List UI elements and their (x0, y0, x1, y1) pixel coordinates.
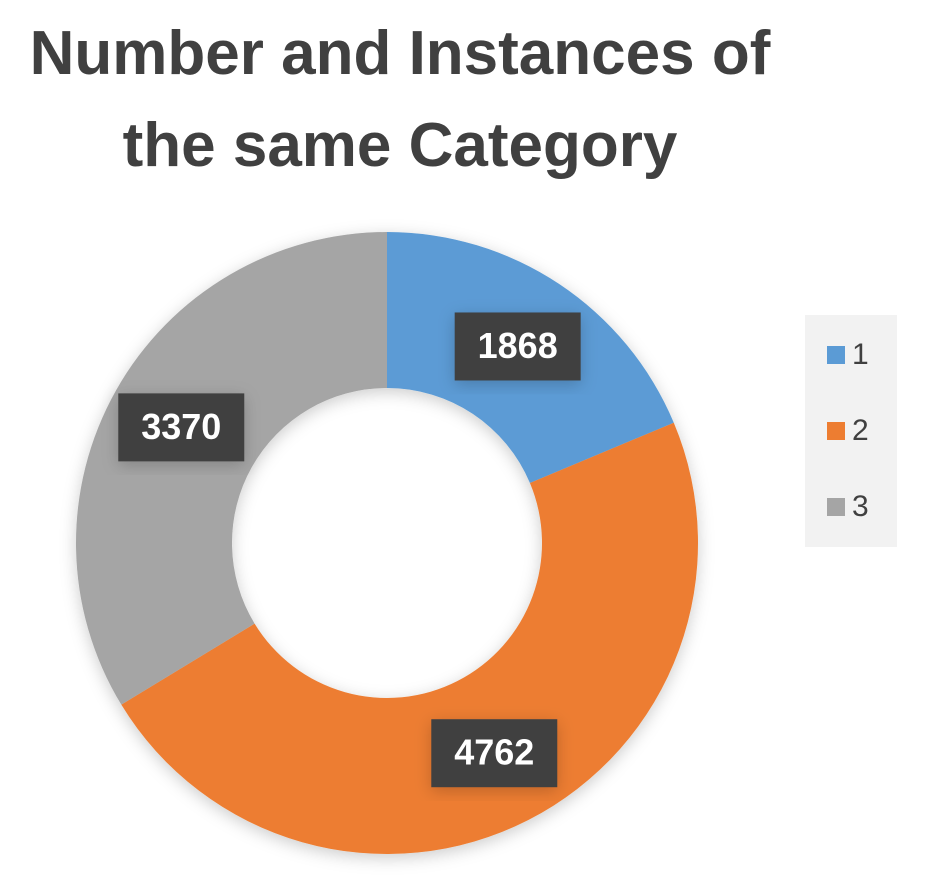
legend-swatch (827, 422, 845, 440)
data-label: 3370 (141, 406, 221, 447)
data-label: 4762 (454, 732, 534, 773)
legend-label: 3 (852, 490, 869, 523)
legend-swatch (827, 498, 845, 516)
chart-title: Number and Instances of the same Categor… (29, 19, 771, 180)
data-label: 1868 (478, 325, 558, 366)
legend-box (805, 315, 897, 547)
data-label-box (431, 719, 558, 788)
donut (75, 232, 698, 854)
donut-slice (75, 232, 387, 705)
legend-swatch (827, 346, 845, 364)
legend-label: 2 (852, 414, 869, 447)
data-label-box (454, 312, 581, 381)
data-label-box (118, 393, 245, 462)
legend-label: 1 (852, 338, 869, 371)
